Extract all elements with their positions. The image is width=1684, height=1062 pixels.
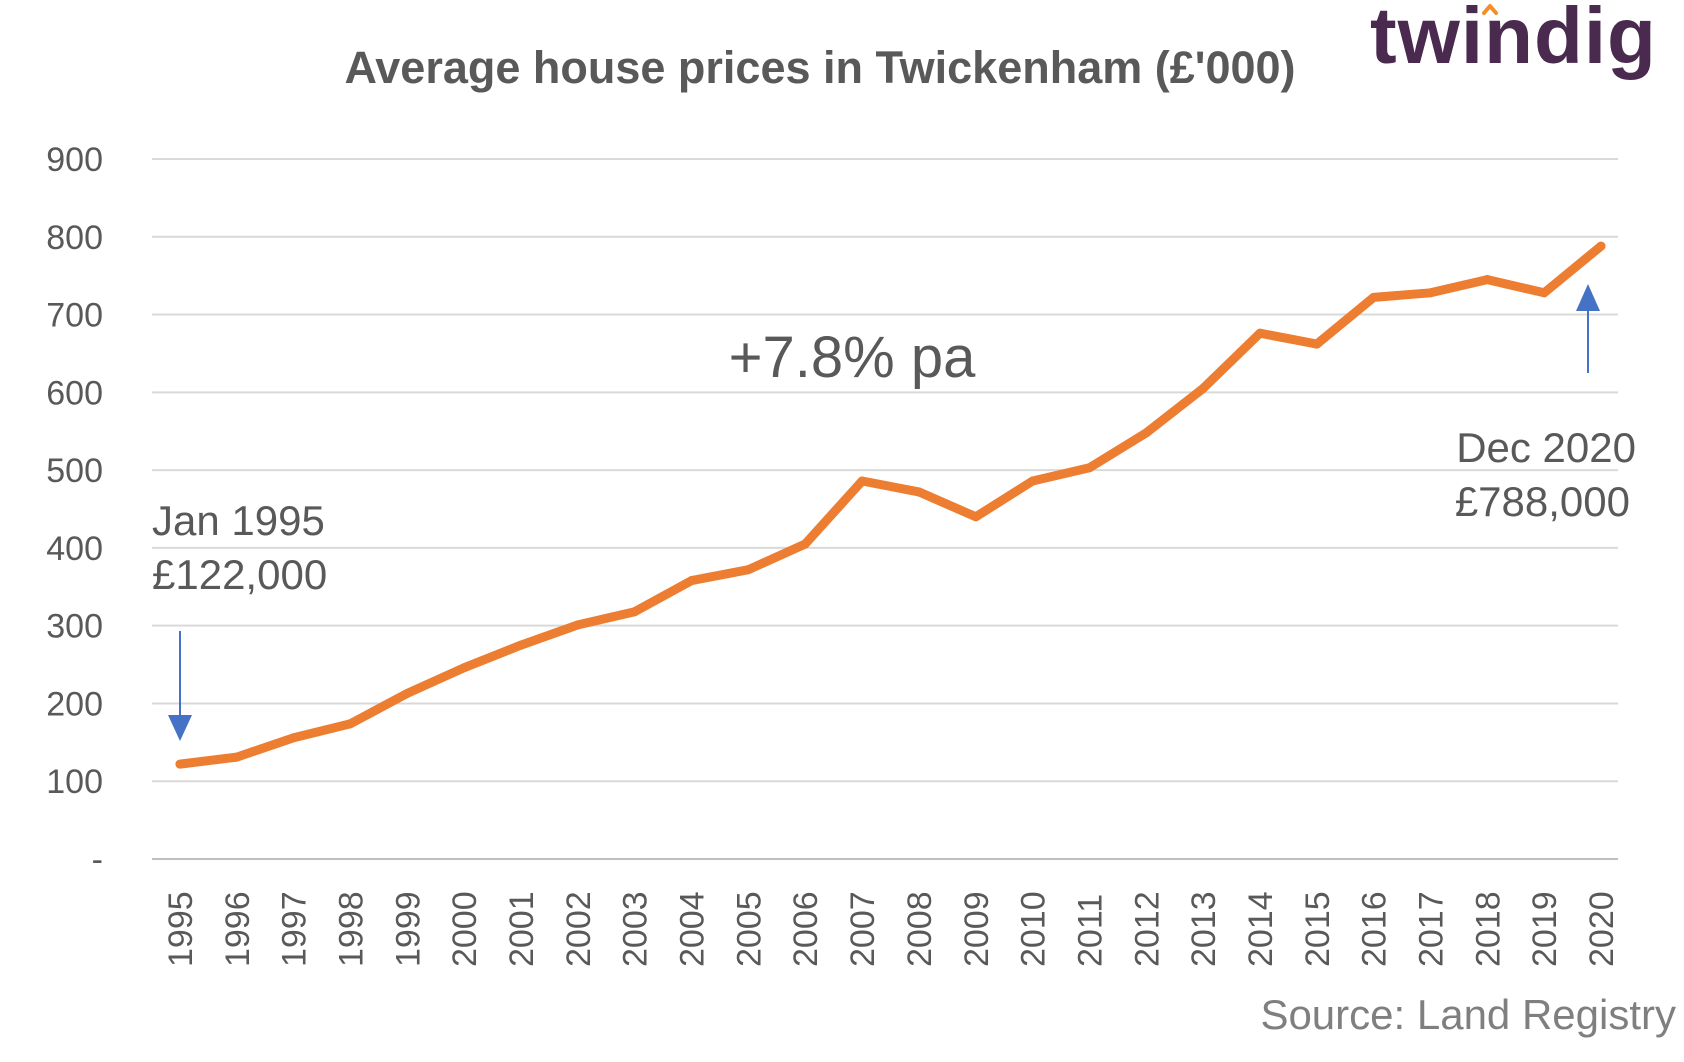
data-point: [1028, 476, 1038, 486]
start-label-price: £122,000: [152, 551, 327, 598]
chart-title: Average house prices in Twickenham (£'00…: [344, 42, 1295, 93]
x-tick-label: 2007: [844, 891, 882, 967]
x-tick-label: 2003: [617, 891, 655, 967]
y-tick-label: 100: [46, 763, 103, 801]
y-tick-label: 700: [46, 297, 103, 335]
data-point: [175, 759, 185, 769]
x-tick-label: 2018: [1469, 891, 1507, 967]
y-tick-label: 800: [46, 219, 103, 257]
data-point: [1482, 275, 1492, 285]
y-tick-label: 600: [46, 374, 103, 412]
x-tick-label: 2008: [901, 891, 939, 967]
data-point: [459, 663, 469, 673]
x-tick-label: 2000: [446, 891, 484, 967]
y-axis-ticks: - 100 200 300 400 500 600 700 800 900: [46, 141, 103, 879]
data-point: [1369, 292, 1379, 302]
data-point: [1198, 383, 1208, 393]
y-tick-label: 300: [46, 608, 103, 646]
data-point: [1596, 241, 1606, 251]
series-layer: [175, 241, 1606, 769]
y-tick-label: -: [92, 841, 103, 879]
source-note: Source: Land Registry: [1260, 991, 1676, 1038]
y-tick-label: 400: [46, 530, 103, 568]
data-point: [800, 539, 810, 549]
series-line: [175, 241, 1606, 769]
end-label-price: £788,000: [1455, 478, 1630, 525]
y-tick-label: 500: [46, 452, 103, 490]
data-point: [630, 607, 640, 617]
x-tick-label: 2011: [1071, 894, 1109, 967]
down-arrow-icon: [168, 715, 192, 741]
data-point: [1255, 328, 1265, 338]
data-point: [346, 719, 356, 729]
x-tick-label: 2020: [1583, 891, 1621, 967]
brand-wordmark: twindig: [1370, 0, 1657, 80]
x-tick-label: 1998: [333, 891, 371, 967]
data-point: [914, 487, 924, 497]
data-point: [1425, 288, 1435, 298]
start-label-date: Jan 1995: [152, 497, 325, 544]
x-tick-label: 1995: [162, 891, 200, 967]
x-tick-label: 2015: [1299, 891, 1337, 967]
data-point: [857, 476, 867, 486]
x-tick-label: 2016: [1356, 891, 1394, 967]
data-point: [573, 620, 583, 630]
x-tick-label: 2009: [958, 891, 996, 967]
data-point: [971, 512, 981, 522]
data-point: [1084, 463, 1094, 473]
x-tick-label: 2019: [1526, 891, 1564, 967]
x-tick-label: 2014: [1242, 891, 1280, 967]
x-tick-label: 2004: [674, 891, 712, 967]
data-point: [516, 640, 526, 650]
data-point: [402, 688, 412, 698]
data-point: [1141, 428, 1151, 438]
data-point: [1312, 339, 1322, 349]
x-tick-label: 1996: [219, 891, 257, 967]
data-point: [232, 752, 242, 762]
x-tick-label: 1999: [389, 891, 427, 967]
data-point: [1539, 288, 1549, 298]
y-tick-label: 200: [46, 685, 103, 723]
gridlines: [152, 158, 1618, 860]
x-tick-label: 2017: [1412, 891, 1450, 967]
x-tick-label: 2001: [503, 891, 541, 967]
logo-roof-icon: [1482, 4, 1498, 15]
x-tick-label: 2010: [1015, 891, 1053, 967]
x-tick-label: 2012: [1128, 891, 1166, 967]
data-point: [289, 733, 299, 743]
data-point: [743, 565, 753, 575]
x-tick-label: 2005: [730, 891, 768, 967]
x-tick-label: 2006: [787, 891, 825, 967]
x-tick-label: 2002: [560, 891, 598, 967]
growth-rate-note: +7.8% pa: [729, 325, 976, 390]
up-arrow-icon: [1576, 284, 1600, 311]
start-annotation: Jan 1995 £122,000: [152, 497, 327, 741]
y-tick-label: 900: [46, 141, 103, 179]
x-axis-ticks: 1995 1996 1997 1998 1999 2000 2001 2002 2003 2004…: [162, 891, 1621, 967]
x-tick-label: 2013: [1185, 891, 1223, 967]
brand-logo: twindig: [1370, 0, 1657, 80]
x-tick-label: 1997: [276, 891, 314, 967]
end-annotation: Dec 2020 £788,000: [1455, 284, 1636, 525]
end-label-date: Dec 2020: [1456, 424, 1636, 471]
data-point: [687, 576, 697, 586]
